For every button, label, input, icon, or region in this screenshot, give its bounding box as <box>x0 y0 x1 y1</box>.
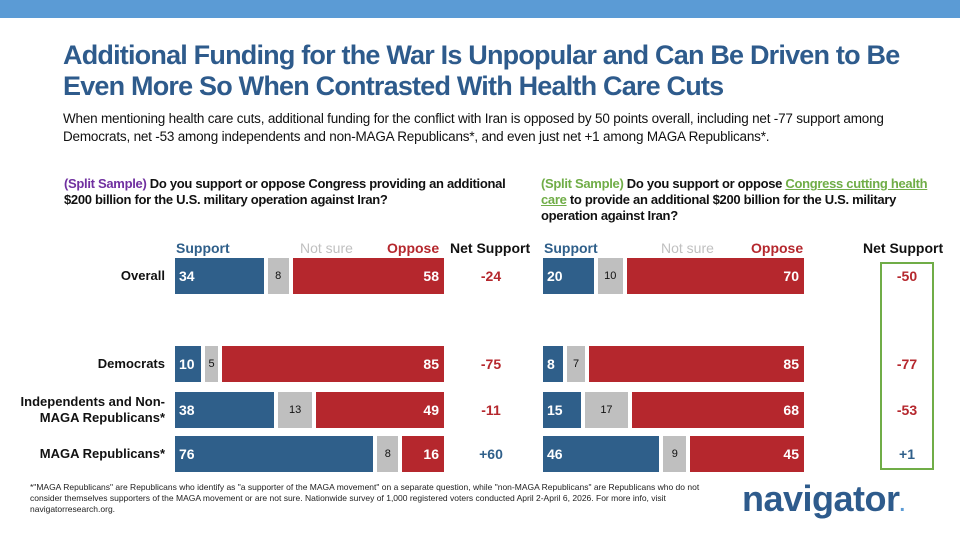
legend-not-sure: Not sure <box>300 240 353 256</box>
bar-oppose: 58 <box>292 258 444 294</box>
bar-not-sure: 13 <box>278 392 313 428</box>
bar-oppose: 49 <box>316 392 444 428</box>
split-sample-tag: (Split Sample) <box>64 176 147 191</box>
net-support-value: -53 <box>896 402 918 418</box>
header-block: Additional Funding for the War Is Unpopu… <box>63 40 953 146</box>
bar-oppose: 70 <box>626 258 804 294</box>
net-support-value: -24 <box>480 268 502 284</box>
footnote: *"MAGA Republicans" are Republicans who … <box>30 482 700 514</box>
bar-support: 38 <box>175 392 275 428</box>
net-support-header: Net Support <box>450 240 531 256</box>
bar-support: 10 <box>175 346 202 382</box>
top-stripe <box>0 0 960 18</box>
legend-support: Support <box>544 240 598 256</box>
legend-not-sure: Not sure <box>661 240 714 256</box>
bar-support: 15 <box>543 392 581 428</box>
net-support-value: -77 <box>896 356 918 372</box>
split-sample-tag: (Split Sample) <box>541 176 624 191</box>
net-support-value: -75 <box>480 356 502 372</box>
legend-support: Support <box>176 240 230 256</box>
bar-not-sure: 5 <box>205 346 219 382</box>
bar-not-sure: 8 <box>377 436 399 472</box>
bar-oppose: 85 <box>222 346 444 382</box>
row-label-democrats: Democrats <box>97 356 165 371</box>
bar-not-sure: 10 <box>597 258 623 294</box>
highlight-box <box>880 262 934 470</box>
row-label-overall: Overall <box>120 268 165 283</box>
legend-oppose: Oppose <box>387 240 440 256</box>
net-support-header: Net Support <box>863 240 944 256</box>
row-label-maga: MAGA Republicans* <box>39 446 165 461</box>
net-support-value: +1 <box>899 446 915 462</box>
question-text: Do you support or oppose Congress provid… <box>64 176 506 207</box>
bar-support: 34 <box>175 258 264 294</box>
page-subtitle: When mentioning health care cuts, additi… <box>63 111 884 144</box>
bar-not-sure: 17 <box>584 392 628 428</box>
question-left: (Split Sample) Do you support or oppose … <box>64 176 519 208</box>
page-title: Additional Funding for the War Is Unpopu… <box>63 40 900 101</box>
bar-not-sure: 7 <box>567 346 585 382</box>
bar-oppose: 45 <box>690 436 804 472</box>
bar-oppose: 16 <box>402 436 444 472</box>
bar-support: 8 <box>543 346 564 382</box>
legend-oppose: Oppose <box>751 240 804 256</box>
question-text: to provide an additional $200 billion fo… <box>541 192 897 223</box>
net-support-value: +60 <box>479 446 503 462</box>
question-right: (Split Sample) Do you support or oppose … <box>541 176 941 224</box>
bar-oppose: 85 <box>588 346 804 382</box>
bar-support: 76 <box>175 436 374 472</box>
net-support-value: -11 <box>481 402 501 418</box>
logo-dot: . <box>899 494 906 516</box>
bar-support: 46 <box>543 436 660 472</box>
question-text: Do you support or oppose <box>626 176 786 191</box>
bar-oppose: 68 <box>631 392 804 428</box>
navigator-logo: navigator. <box>742 478 905 520</box>
bar-support: 20 <box>543 258 594 294</box>
bar-not-sure: 9 <box>663 436 687 472</box>
row-label-independents: Independents and Non-MAGA Republicans* <box>20 394 165 425</box>
logo-text: navigator <box>742 478 900 519</box>
question-highlight: Congress cutting health care <box>541 176 928 207</box>
bar-not-sure: 8 <box>267 258 289 294</box>
net-support-value: -50 <box>896 268 918 284</box>
